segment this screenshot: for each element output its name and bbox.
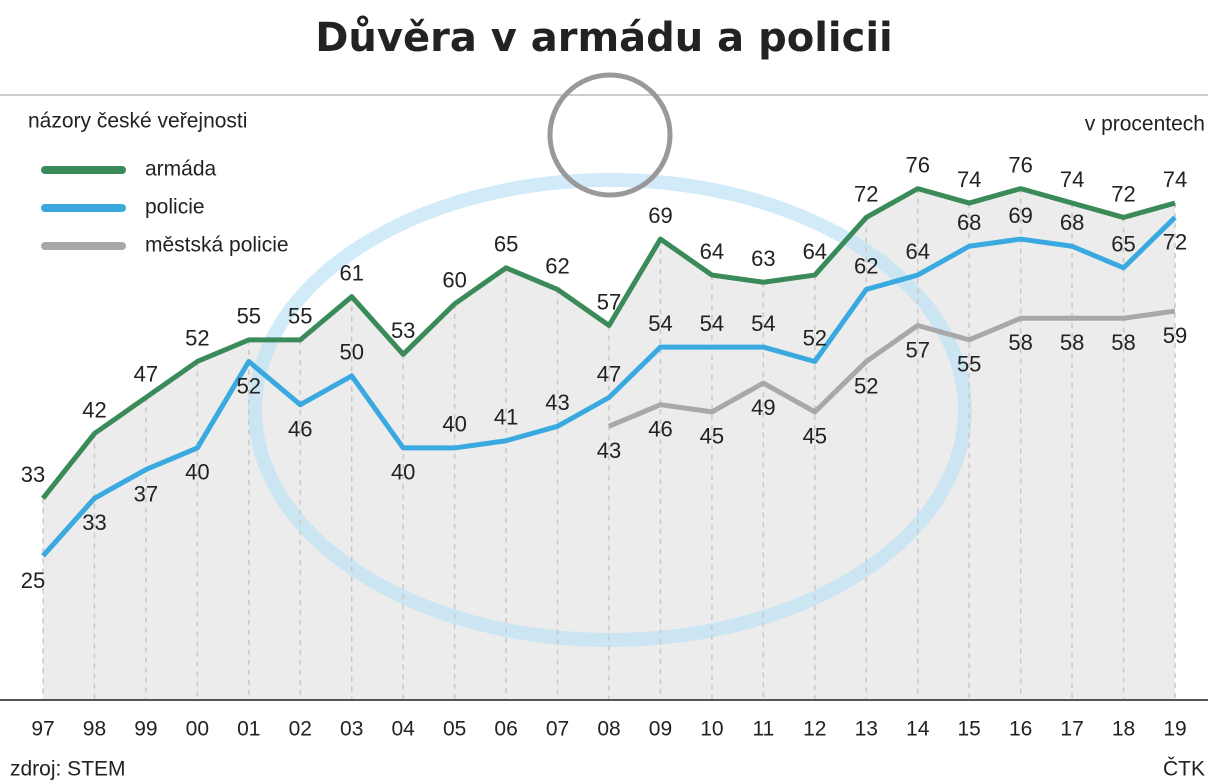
line — [41, 215, 1177, 558]
credit: ČTK — [1163, 758, 1205, 780]
x-tick-label: 18 — [1112, 718, 1135, 741]
value-label: 72 — [1163, 229, 1187, 254]
value-label: 60 — [442, 268, 466, 293]
value-label: 49 — [751, 395, 775, 420]
x-tick-label: 01 — [237, 718, 260, 741]
x-tick-label: 07 — [546, 718, 569, 741]
source: zdroj: STEM — [10, 758, 126, 780]
legend-label: městská policie — [145, 234, 289, 257]
value-label: 54 — [648, 311, 672, 336]
value-label: 46 — [288, 417, 312, 442]
value-label: 40 — [185, 460, 209, 485]
x-tick-label: 08 — [597, 718, 620, 741]
value-label: 62 — [854, 253, 878, 278]
x-tick-label: 10 — [700, 718, 723, 741]
x-tick-label: 97 — [31, 718, 54, 741]
legend-label: armáda — [145, 158, 217, 181]
value-label: 25 — [21, 568, 45, 593]
plot — [0, 173, 1208, 701]
value-label: 76 — [1008, 152, 1032, 177]
value-label: 69 — [648, 203, 672, 228]
x-tick-label: 16 — [1009, 718, 1032, 741]
value-label: 41 — [494, 405, 518, 430]
value-label: 57 — [905, 337, 929, 362]
x-tick-label: 11 — [752, 718, 774, 741]
value-label: 58 — [1111, 330, 1135, 355]
value-label: 72 — [1111, 181, 1135, 206]
value-label: 52 — [803, 325, 827, 350]
value-label: 68 — [957, 210, 981, 235]
value-label: 45 — [700, 424, 724, 449]
area — [43, 188, 1175, 700]
value-label: 54 — [751, 311, 775, 336]
x-tick-label: 05 — [443, 718, 466, 741]
value-label: 33 — [21, 462, 45, 487]
value-label: 47 — [597, 361, 621, 386]
x-tick-label: 99 — [134, 718, 157, 741]
x-tick-label: 03 — [340, 718, 363, 741]
value-label: 47 — [134, 361, 158, 386]
value-label: 64 — [803, 239, 827, 264]
value-label: 65 — [494, 232, 518, 257]
x-tick-label: 04 — [392, 718, 416, 741]
value-label: 62 — [545, 253, 569, 278]
legend-label: policie — [145, 196, 205, 219]
value-label: 57 — [597, 289, 621, 314]
value-label: 58 — [1008, 330, 1032, 355]
value-label: 52 — [237, 373, 261, 398]
value-label: 59 — [1163, 323, 1187, 348]
value-label: 53 — [391, 318, 415, 343]
icon — [547, 72, 673, 198]
chart-title: Důvěra v armádu a policii — [315, 14, 893, 61]
value-label: 43 — [545, 390, 569, 415]
line — [41, 186, 1176, 500]
x-tick-label: 06 — [494, 718, 517, 741]
x-tick-label: 15 — [958, 718, 981, 741]
value-label: 72 — [854, 181, 878, 206]
value-label: 74 — [1163, 167, 1187, 192]
value-label: 42 — [82, 397, 106, 422]
value-label: 58 — [1060, 330, 1084, 355]
x-tick-label: 13 — [855, 718, 878, 741]
value-label: 69 — [1008, 203, 1032, 228]
x-tick-label: 19 — [1163, 718, 1186, 741]
value-label: 50 — [339, 340, 363, 365]
value-label: 54 — [700, 311, 724, 336]
x-tick-label: 98 — [83, 718, 106, 741]
value-label: 55 — [957, 352, 981, 377]
x-tick-label: 12 — [803, 718, 826, 741]
x-tick-label: 14 — [906, 718, 930, 741]
value-label: 33 — [82, 510, 106, 535]
value-label: 55 — [237, 304, 261, 329]
value-label: 76 — [905, 152, 929, 177]
subtitle: názory české veřejnosti — [28, 110, 247, 133]
value-label: 40 — [391, 460, 415, 485]
value-label: 52 — [185, 325, 209, 350]
x-tick-label: 02 — [289, 718, 312, 741]
value-label: 45 — [803, 424, 827, 449]
value-label: 64 — [700, 239, 724, 264]
x-tick-label: 00 — [186, 718, 209, 741]
value-label: 65 — [1111, 232, 1135, 257]
x-tick-label: 09 — [649, 718, 672, 741]
unit-note: v procentech — [1085, 113, 1205, 136]
value-label: 46 — [648, 417, 672, 442]
value-label: 61 — [339, 260, 363, 285]
value-label: 74 — [957, 167, 981, 192]
value-label: 43 — [597, 438, 621, 463]
x-tick-label: 17 — [1060, 718, 1083, 741]
line — [608, 308, 1176, 429]
value-label: 74 — [1060, 167, 1084, 192]
value-label: 63 — [751, 246, 775, 271]
value-label: 64 — [905, 239, 929, 264]
value-label: 40 — [442, 412, 466, 437]
watermark — [248, 173, 972, 647]
value-label: 68 — [1060, 210, 1084, 235]
value-label: 37 — [134, 481, 158, 506]
value-label: 52 — [854, 373, 878, 398]
value-label: 55 — [288, 304, 312, 329]
